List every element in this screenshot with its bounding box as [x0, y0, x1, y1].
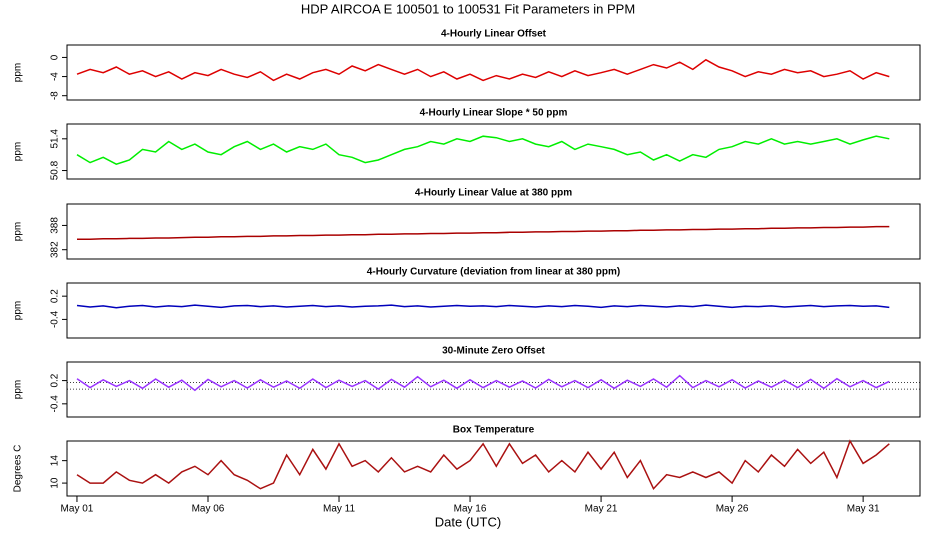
- page-title: HDP AIRCOA E 100501 to 100531 Fit Parame…: [301, 1, 635, 16]
- data-line: [77, 225, 890, 240]
- y-tick-label: -0.4: [50, 395, 61, 413]
- y-tick-label: 50.8: [50, 160, 61, 180]
- panel-title: 4-Hourly Linear Value at 380 ppm: [415, 188, 572, 199]
- x-tick-label: May 11: [323, 504, 355, 515]
- y-axis-label: Degrees C: [13, 445, 24, 493]
- y-tick-label: -4: [50, 72, 61, 81]
- y-tick-label: -8: [50, 91, 61, 100]
- panel-title: 30-Minute Zero Offset: [442, 346, 545, 357]
- x-tick-label: May 01: [61, 504, 94, 515]
- x-tick-label: May 21: [585, 504, 618, 515]
- panel-frame: [66, 123, 921, 180]
- data-line: [76, 374, 890, 392]
- panel-title: 4-Hourly Curvature (deviation from linea…: [367, 267, 620, 278]
- y-axis-label: ppm: [13, 380, 24, 399]
- data-line: [76, 304, 890, 309]
- panel-frame: [66, 203, 921, 260]
- y-tick-label: -0.4: [50, 310, 61, 328]
- y-tick-label: 14: [50, 455, 61, 467]
- y-tick-label: 0.2: [50, 373, 61, 387]
- y-tick-label: 0.2: [50, 289, 61, 303]
- y-axis-label: ppm: [13, 63, 24, 82]
- y-tick-label: 388: [50, 217, 61, 234]
- data-line: [76, 135, 890, 166]
- x-tick-label: May 06: [192, 504, 225, 515]
- y-tick-label: 51.4: [50, 129, 61, 149]
- panel-frame: [66, 44, 921, 101]
- panel-title: 4-Hourly Linear Slope * 50 ppm: [420, 108, 568, 119]
- y-tick-label: 382: [50, 241, 61, 258]
- y-axis-label: ppm: [13, 301, 24, 320]
- y-axis-label: ppm: [13, 222, 24, 241]
- y-axis-label: ppm: [13, 142, 24, 161]
- panel-title: 4-Hourly Linear Offset: [441, 29, 547, 40]
- data-line: [76, 58, 890, 82]
- x-tick-label: May 31: [847, 504, 880, 515]
- panel-title: Box Temperature: [453, 425, 535, 436]
- y-tick-label: 10: [50, 477, 61, 489]
- x-axis-label: Date (UTC): [435, 514, 501, 529]
- panel-frame: [66, 282, 921, 339]
- x-tick-label: May 16: [454, 504, 487, 515]
- x-tick-label: May 26: [716, 504, 749, 515]
- y-tick-label: 0: [50, 54, 61, 60]
- panel-frame: [66, 440, 921, 497]
- data-line: [76, 439, 890, 491]
